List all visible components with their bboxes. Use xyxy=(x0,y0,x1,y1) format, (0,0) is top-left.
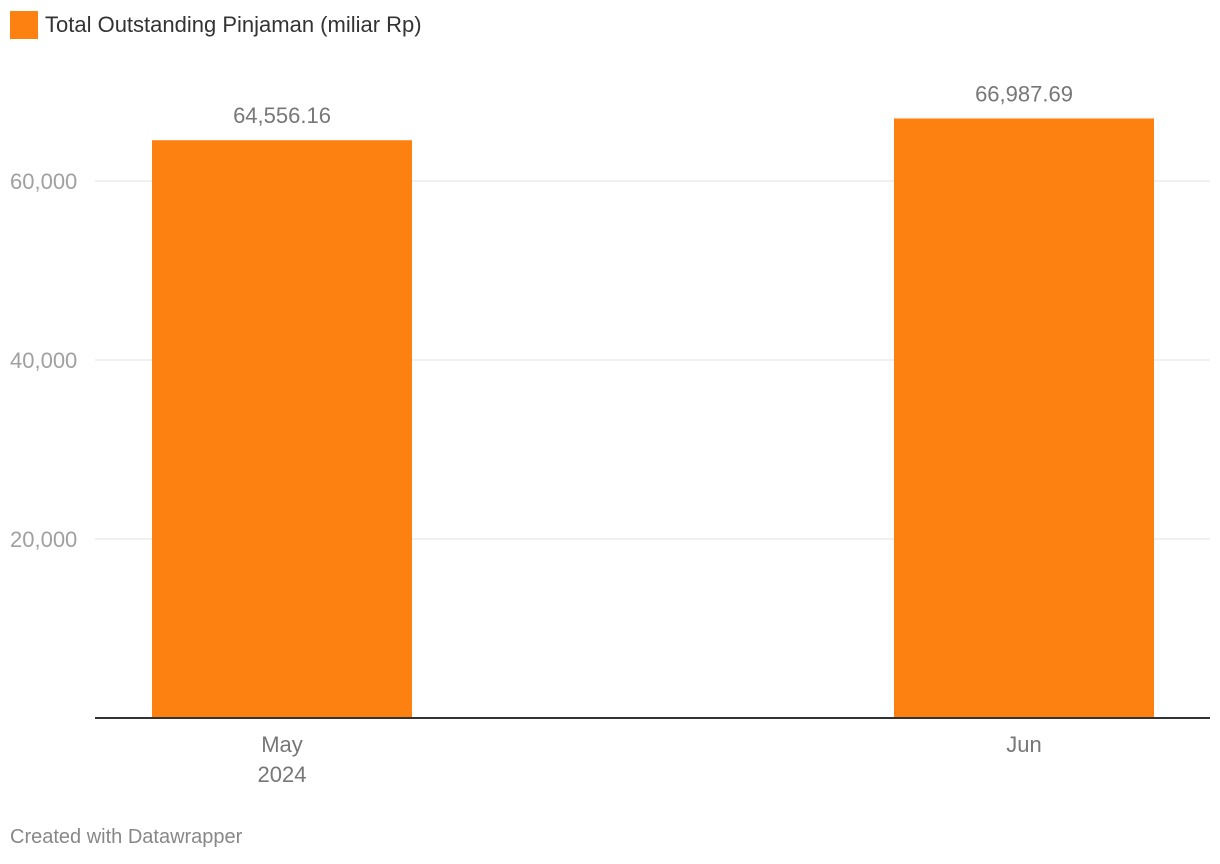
bar xyxy=(894,118,1154,718)
x-tick-label: May 2024 xyxy=(258,732,307,787)
bar-value-label: 66,987.69 xyxy=(975,81,1073,106)
legend-label: Total Outstanding Pinjaman (miliar Rp) xyxy=(45,12,422,37)
y-tick-label: 60,000 xyxy=(10,169,77,194)
bar-value-label: 64,556.16 xyxy=(233,103,331,128)
bar xyxy=(152,140,412,719)
y-tick-label: 20,000 xyxy=(10,527,77,552)
legend: Total Outstanding Pinjaman (miliar Rp) xyxy=(10,10,422,40)
credit-text: Created with Datawrapper xyxy=(10,826,243,848)
legend-swatch xyxy=(10,11,38,39)
x-tick-label: Jun xyxy=(1006,732,1041,757)
y-tick-label: 40,000 xyxy=(10,348,77,373)
